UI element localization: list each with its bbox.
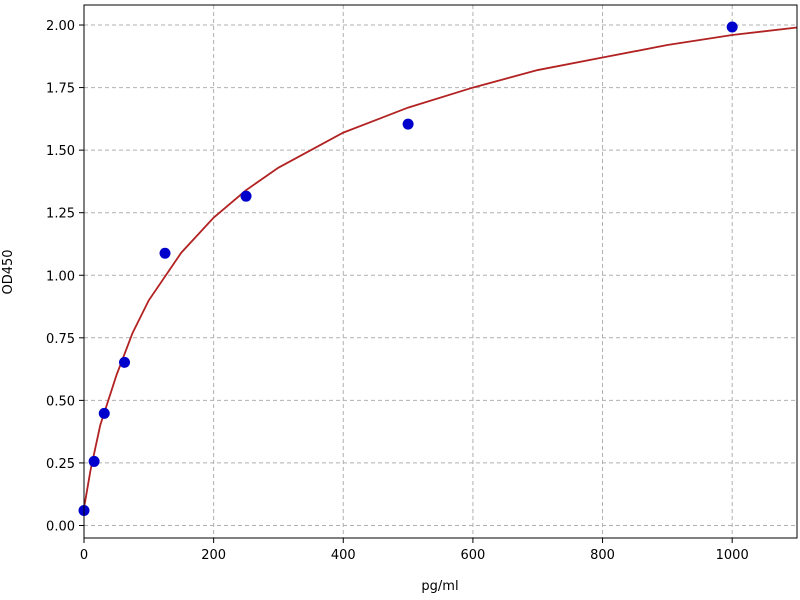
data-point	[240, 190, 252, 202]
y-tick-label: 1.00	[46, 269, 75, 284]
y-tick-label: 1.50	[46, 144, 75, 159]
x-tick-label: 800	[590, 548, 615, 563]
data-point	[98, 407, 110, 419]
y-tick-label: 2.00	[46, 19, 75, 34]
y-tick-label: 0.50	[46, 394, 75, 409]
data-point	[119, 356, 131, 368]
plot-area	[84, 5, 797, 538]
x-axis-label: pg/ml	[421, 579, 458, 594]
x-tick-label: 1000	[716, 548, 749, 563]
data-point	[159, 247, 171, 259]
data-point	[88, 455, 100, 467]
x-tick-label: 600	[460, 548, 485, 563]
y-tick-label: 1.25	[46, 207, 75, 222]
x-tick-label: 400	[331, 548, 356, 563]
data-point	[402, 118, 414, 130]
y-axis-label: OD450	[1, 249, 16, 294]
y-tick-label: 0.25	[46, 457, 75, 472]
data-point	[726, 21, 738, 33]
y-tick-label: 0.75	[46, 332, 75, 347]
x-tick-label: 200	[201, 548, 226, 563]
y-tick-label: 1.75	[46, 82, 75, 97]
y-tick-label: 0.00	[46, 519, 75, 534]
x-tick-label: 0	[80, 548, 88, 563]
fit-curve	[83, 26, 798, 509]
axes-frame	[83, 4, 798, 539]
